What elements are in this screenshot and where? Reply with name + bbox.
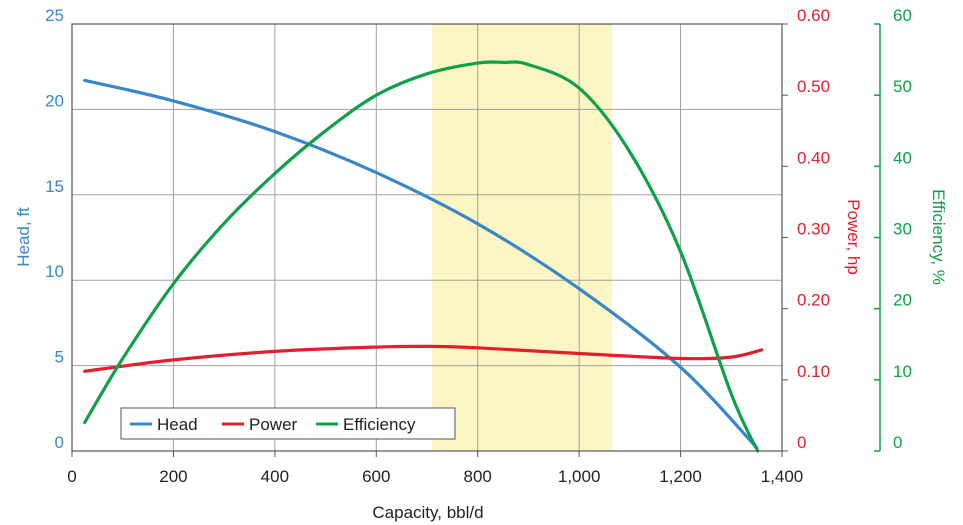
power-tick-label: 0.10	[797, 362, 830, 381]
efficiency-tick-label: 0	[893, 433, 902, 452]
efficiency-tick-label: 20	[893, 291, 912, 310]
x-tick-label: 0	[67, 467, 76, 486]
power-tick-label: 0	[797, 433, 806, 452]
series-line-head	[83, 78, 759, 450]
efficiency-tick-label: 40	[893, 148, 912, 167]
x-tick-label: 400	[261, 467, 289, 486]
head-tick-label: 25	[45, 6, 64, 25]
power-tick-label: 0.50	[797, 77, 830, 96]
power-tick-label: 0.60	[797, 6, 830, 25]
power-tick-label: 0.20	[797, 291, 830, 310]
x-tick-label: 1,200	[659, 467, 702, 486]
efficiency-tick-label: 50	[893, 77, 912, 96]
power-axis-label: Power, hp	[844, 199, 863, 275]
legend-power-label: Power	[249, 415, 298, 434]
series-line-power	[83, 344, 764, 373]
power-tick-label: 0.40	[797, 148, 830, 167]
x-tick-label: 1,400	[761, 467, 804, 486]
x-tick-label: 600	[362, 467, 390, 486]
efficiency-axis-label: Efficiency, %	[929, 189, 948, 285]
efficiency-tick-label: 30	[893, 220, 912, 239]
head-tick-label: 0	[55, 433, 64, 452]
efficiency-tick-label: 10	[893, 362, 912, 381]
legend-efficiency-label: Efficiency	[343, 415, 416, 434]
operating-range-band	[432, 24, 613, 451]
x-tick-label: 800	[464, 467, 492, 486]
head-tick-label: 15	[45, 177, 64, 196]
x-tick-label: 200	[159, 467, 187, 486]
head-tick-label: 10	[45, 262, 64, 281]
head-axis-label: Head, ft	[14, 207, 33, 267]
legend-head-label: Head	[157, 415, 198, 434]
head-tick-label: 20	[45, 91, 64, 110]
legend: Head Power Efficiency	[120, 407, 456, 440]
efficiency-tick-label: 60	[893, 6, 912, 25]
legend-box	[120, 407, 456, 440]
x-axis-label: Capacity, bbl/d	[372, 503, 483, 522]
power-tick-label: 0.30	[797, 220, 830, 239]
head-tick-label: 5	[55, 348, 64, 367]
x-tick-label: 1,000	[558, 467, 601, 486]
series-line-efficiency	[83, 60, 760, 453]
